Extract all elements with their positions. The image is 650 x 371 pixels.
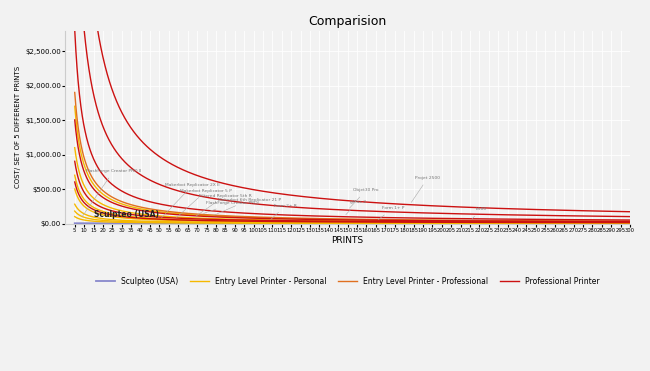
Text: Form 2+ R: Form 2+ R [270,204,297,220]
Y-axis label: COST/ SET OF 5 DIFFERENT PRINTS: COST/ SET OF 5 DIFFERENT PRINTS [15,66,21,188]
Text: Form 1+ P: Form 1+ P [378,206,404,220]
Title: Comparision: Comparision [309,15,387,28]
Text: Makerbot 6th Replicator 21 P: Makerbot 6th Replicator 21 P [214,198,281,215]
Text: Projet 2500: Projet 2500 [411,176,441,202]
Text: Makerbot Replicator 2X II: Makerbot Replicator 2X II [161,183,220,218]
Text: b500: b500 [472,207,487,219]
Text: Sculpteo (USA): Sculpteo (USA) [94,210,159,219]
Text: Makerbot Replicator 5 P: Makerbot Replicator 5 P [177,189,232,217]
Legend: Sculpteo (USA), Entry Level Printer - Personal, Entry Level Printer - Profession: Sculpteo (USA), Entry Level Printer - Pe… [93,274,603,289]
Text: Filtered Replicator 5th R: Filtered Replicator 5th R [196,194,252,216]
Text: FlashForge Creator PROJ: FlashForge Creator PROJ [203,201,259,213]
X-axis label: PRINTS: PRINTS [332,236,364,244]
Text: gMax 2: gMax 2 [346,200,365,215]
Text: FlashForge Creator PRO II: FlashForge Creator PRO II [82,169,142,217]
Text: Objet30 Pro: Objet30 Pro [350,188,379,208]
